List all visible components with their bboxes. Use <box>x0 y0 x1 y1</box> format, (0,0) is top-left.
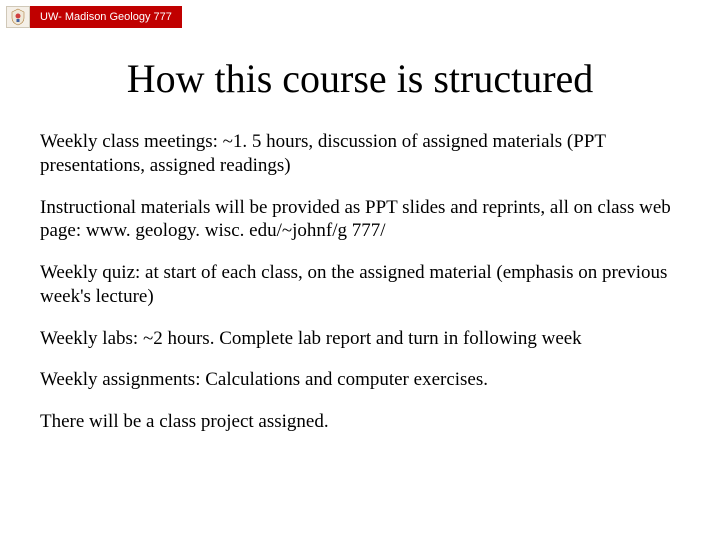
paragraph: Weekly class meetings: ~1. 5 hours, disc… <box>40 130 680 178</box>
header-bar: UW- Madison Geology 777 <box>6 6 182 28</box>
paragraph: Weekly labs: ~2 hours. Complete lab repo… <box>40 327 680 351</box>
slide-body: Weekly class meetings: ~1. 5 hours, disc… <box>40 130 680 452</box>
paragraph: Weekly quiz: at start of each class, on … <box>40 261 680 309</box>
paragraph: There will be a class project assigned. <box>40 410 680 434</box>
paragraph: Weekly assignments: Calculations and com… <box>40 368 680 392</box>
course-banner: UW- Madison Geology 777 <box>30 6 182 28</box>
uw-crest-icon <box>6 6 30 28</box>
paragraph: Instructional materials will be provided… <box>40 196 680 244</box>
slide-title: How this course is structured <box>0 55 720 102</box>
